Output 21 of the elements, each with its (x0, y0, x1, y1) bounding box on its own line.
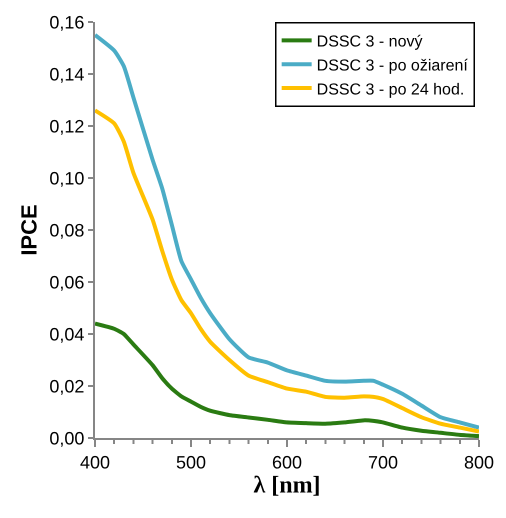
legend-label: DSSC 3 - po 24 hod. (316, 81, 464, 98)
y-tick-label: 0,14 (49, 64, 84, 84)
line-series (95, 108, 479, 434)
y-tick-label: 0,16 (49, 12, 84, 32)
y-tick-label: 0,06 (49, 272, 84, 292)
legend-label: DSSC 3 - po ožiarení (316, 57, 468, 74)
x-tick-label: 500 (176, 452, 206, 473)
y-tick-label: 0,02 (49, 376, 84, 396)
x-tick-label: 700 (368, 452, 398, 473)
legend-label: DSSC 3 - nový (316, 34, 422, 51)
y-axis-title: IPCE (16, 204, 42, 256)
x-tick-label: 600 (272, 452, 302, 473)
x-tick-label: 800 (464, 452, 494, 473)
y-tick-label: 0,04 (49, 324, 84, 344)
y-tick-label: 0,08 (49, 220, 84, 240)
line-series (95, 33, 479, 430)
y-tick-label: 0,12 (49, 116, 84, 136)
x-tick-label: 400 (80, 452, 110, 473)
y-tick-label: 0,00 (49, 428, 84, 448)
y-tick-label: 0,10 (49, 168, 84, 188)
x-axis-title: λ [nm] (253, 472, 321, 499)
